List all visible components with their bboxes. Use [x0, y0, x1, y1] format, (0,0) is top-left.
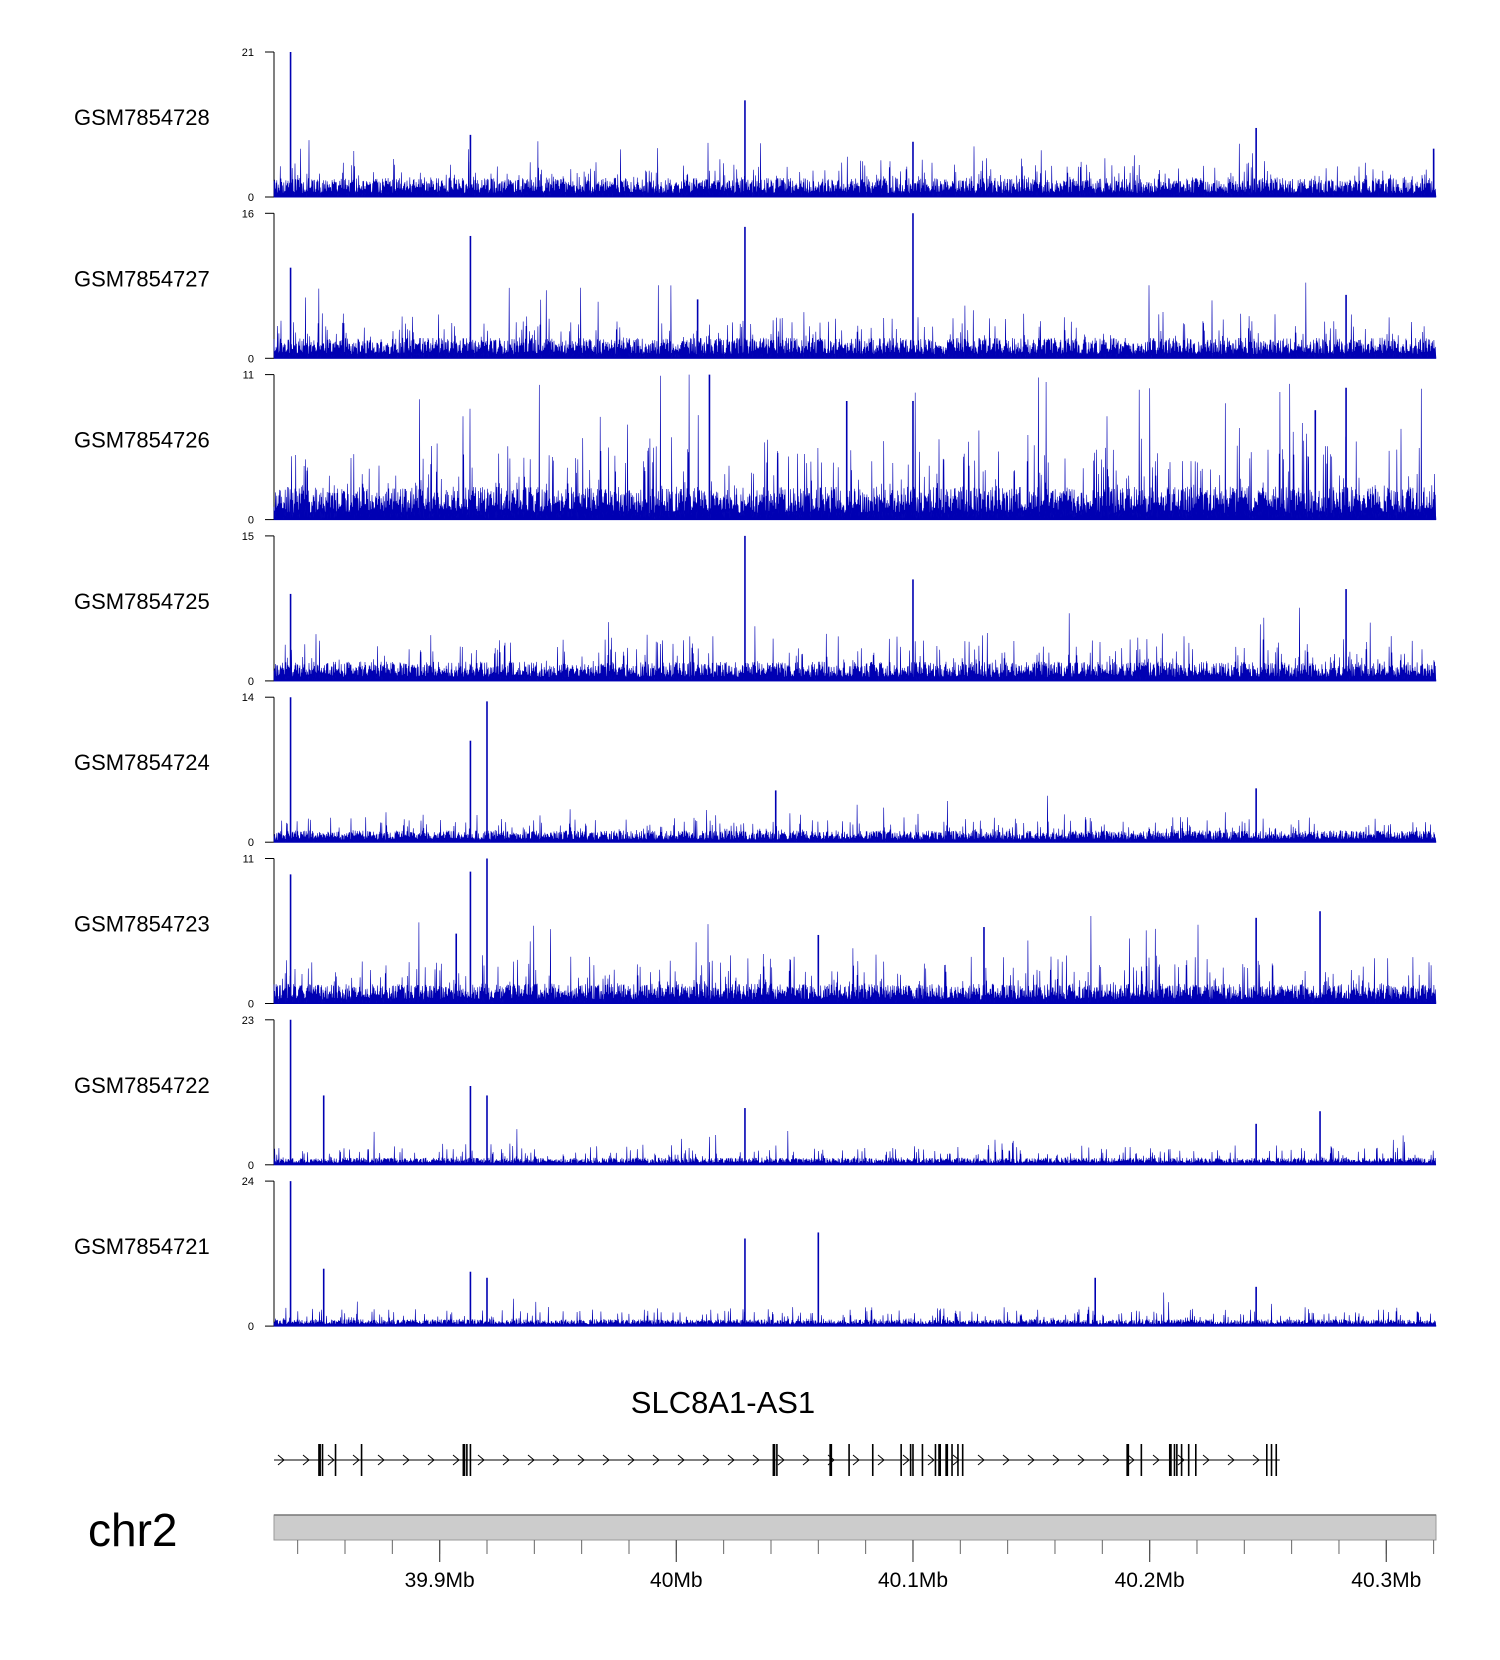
- gene-track: SLC8A1-AS1: [274, 1385, 1280, 1476]
- y-axis-max-label: 24: [242, 1176, 254, 1188]
- y-axis-max-label: 16: [242, 208, 254, 220]
- y-axis-max-label: 21: [242, 47, 254, 59]
- y-axis-min-label: 0: [248, 515, 254, 527]
- track-name-label: GSM7854725: [74, 589, 210, 614]
- y-axis-min-label: 0: [248, 1160, 254, 1172]
- strand-arrow: [302, 1454, 310, 1466]
- x-tick-label: 40.3Mb: [1351, 1569, 1421, 1592]
- strand-arrow: [802, 1454, 810, 1466]
- coverage-track: GSM7854725 15 0: [74, 531, 1437, 688]
- y-axis-max-label: 15: [242, 531, 254, 543]
- coverage-signal: [273, 795, 1437, 843]
- strand-arrow: [602, 1454, 610, 1466]
- strand-arrow: [752, 1454, 760, 1466]
- strand-arrow: [1202, 1454, 1210, 1466]
- strand-arrow: [652, 1454, 660, 1466]
- track-name-label: GSM7854722: [74, 1073, 210, 1098]
- strand-arrow: [427, 1454, 435, 1466]
- strand-arrow: [852, 1454, 860, 1466]
- y-axis-max-label: 23: [242, 1015, 254, 1027]
- coverage-track: GSM7854723 11 0: [74, 854, 1437, 1011]
- strand-arrow: [1227, 1454, 1235, 1466]
- strand-arrow: [502, 1454, 510, 1466]
- y-axis-min-label: 0: [248, 999, 254, 1011]
- strand-arrow: [727, 1454, 735, 1466]
- coverage-signal: [273, 915, 1437, 1004]
- x-tick-label: 40.1Mb: [878, 1569, 948, 1592]
- coverage-signal: [273, 374, 1437, 520]
- strand-arrow: [702, 1454, 710, 1466]
- strand-arrow: [877, 1454, 885, 1466]
- track-name-label: GSM7854726: [74, 428, 210, 453]
- strand-arrow: [577, 1454, 585, 1466]
- strand-arrow: [777, 1454, 785, 1466]
- strand-arrow: [677, 1454, 685, 1466]
- coverage-track: GSM7854728 21 0: [74, 47, 1437, 204]
- coverage-signal: [273, 607, 1437, 682]
- chromosome-label: chr2: [88, 1504, 177, 1556]
- strand-arrow: [977, 1454, 985, 1466]
- coverage-track: GSM7854724 14 0: [74, 692, 1437, 849]
- track-name-label: GSM7854721: [74, 1234, 210, 1259]
- y-axis-min-label: 0: [248, 676, 254, 688]
- strand-arrow: [352, 1454, 360, 1466]
- strand-arrow: [1102, 1454, 1110, 1466]
- strand-arrow: [277, 1454, 285, 1466]
- strand-arrow: [1077, 1454, 1085, 1466]
- strand-arrow: [1027, 1454, 1035, 1466]
- coverage-tracks: GSM7854728210GSM7854727160GSM7854726110G…: [74, 47, 1437, 1333]
- y-axis-min-label: 0: [248, 353, 254, 365]
- x-tick-label: 39.9Mb: [405, 1569, 475, 1592]
- y-axis-max-label: 14: [242, 692, 254, 704]
- track-name-label: GSM7854723: [74, 912, 210, 937]
- coverage-track: GSM7854727 16 0: [74, 208, 1437, 365]
- coverage-signal: [273, 1129, 1437, 1166]
- coverage-signal: [273, 1292, 1437, 1327]
- coverage-signal: [273, 140, 1437, 198]
- strand-arrow: [627, 1454, 635, 1466]
- strand-arrow: [1177, 1454, 1185, 1466]
- x-tick-label: 40Mb: [650, 1569, 703, 1592]
- x-tick-label: 40.2Mb: [1115, 1569, 1185, 1592]
- strand-arrow: [452, 1454, 460, 1466]
- strand-arrow: [927, 1454, 935, 1466]
- strand-arrow: [327, 1454, 335, 1466]
- y-axis-max-label: 11: [243, 370, 254, 382]
- y-axis-min-label: 0: [248, 837, 254, 849]
- strand-arrow: [552, 1454, 560, 1466]
- strand-arrow: [1252, 1454, 1260, 1466]
- y-axis-min-label: 0: [248, 192, 254, 204]
- coverage-track: GSM7854721 24 0: [74, 1176, 1437, 1333]
- strand-arrow: [377, 1454, 385, 1466]
- strand-arrow: [527, 1454, 535, 1466]
- strand-arrow: [902, 1454, 910, 1466]
- coverage-track: GSM7854726 11 0: [74, 370, 1437, 527]
- strand-arrow: [1127, 1454, 1135, 1466]
- coverage-track: GSM7854722 23 0: [74, 1015, 1437, 1172]
- track-name-label: GSM7854727: [74, 266, 210, 291]
- gene-name-label: SLC8A1-AS1: [631, 1385, 815, 1420]
- y-axis-min-label: 0: [248, 1321, 254, 1333]
- chromosome-ideogram-bar: [273, 1514, 1437, 1541]
- strand-arrow: [477, 1454, 485, 1466]
- strand-arrow: [402, 1454, 410, 1466]
- strand-arrow: [952, 1454, 960, 1466]
- strand-arrow: [1052, 1454, 1060, 1466]
- coverage-signal: [273, 282, 1437, 359]
- strand-arrow: [1002, 1454, 1010, 1466]
- strand-arrow: [1152, 1454, 1160, 1466]
- genome-axis: chr2 39.9Mb 40Mb 40.1Mb 40.2Mb 40.3Mb: [88, 1504, 1437, 1592]
- track-name-label: GSM7854728: [74, 105, 210, 130]
- y-axis-max-label: 11: [243, 854, 254, 866]
- track-name-label: GSM7854724: [74, 750, 210, 775]
